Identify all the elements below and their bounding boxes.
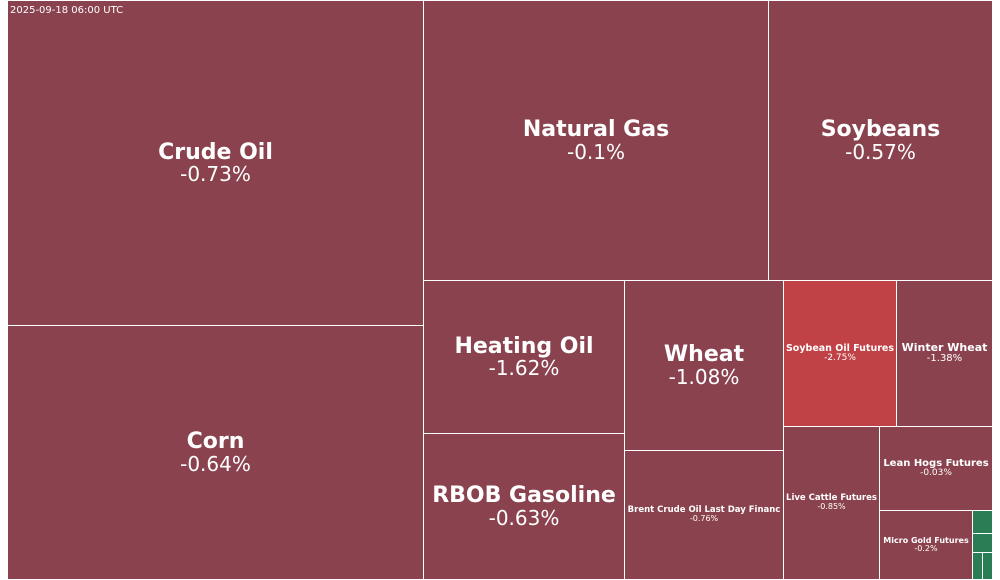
treemap-tile-soybeans[interactable]: Soybeans -0.57% xyxy=(768,0,993,281)
timestamp-label: 2025-09-18 06:00 UTC xyxy=(10,5,124,16)
tile-name: Soybean Oil Futures xyxy=(785,342,895,354)
tile-name: Micro Gold Futures xyxy=(883,535,969,545)
tile-change: -0.76% xyxy=(689,514,719,524)
tile-name: Natural Gas xyxy=(522,117,670,143)
tile-change: -2.75% xyxy=(824,352,856,363)
treemap-tile-brent-crude-oil-last-day-financ[interactable]: Brent Crude Oil Last Day Financ -0.76% xyxy=(624,450,784,580)
tile-name: Crude Oil xyxy=(158,139,273,165)
treemap-tile-live-cattle-futures[interactable]: Live Cattle Futures -0.85% xyxy=(783,426,880,580)
tile-change: -0.57% xyxy=(845,139,916,164)
tile-name: Lean Hogs Futures xyxy=(883,457,989,469)
tile-change: -0.2% xyxy=(914,544,938,553)
tile-name: Brent Crude Oil Last Day Financ xyxy=(627,505,781,516)
tile-name: Winter Wheat xyxy=(901,341,988,355)
treemap-tile-small-14[interactable] xyxy=(972,533,993,553)
tile-change: -1.08% xyxy=(668,364,740,389)
tile-change: -0.03% xyxy=(920,468,952,479)
treemap-tile-wheat[interactable]: Wheat -1.08% xyxy=(624,280,784,451)
tile-change: -0.1% xyxy=(566,139,626,164)
tile-name: Heating Oil xyxy=(454,333,594,359)
treemap-tile-micro-gold-futures[interactable]: Micro Gold Futures -0.2% xyxy=(879,510,973,580)
tile-change: -0.64% xyxy=(180,451,251,476)
treemap-tile-rbob-gasoline[interactable]: RBOB Gasoline -0.63% xyxy=(423,433,625,580)
tile-change: -1.38% xyxy=(926,353,963,365)
treemap-tile-small-13[interactable] xyxy=(972,510,993,534)
treemap-tile-small-16[interactable] xyxy=(982,552,993,580)
treemap-tile-heating-oil[interactable]: Heating Oil -1.62% xyxy=(423,280,625,434)
treemap-tile-lean-hogs-futures[interactable]: Lean Hogs Futures -0.03% xyxy=(879,426,993,511)
tile-name: RBOB Gasoline xyxy=(432,483,616,509)
tile-change: -0.85% xyxy=(817,502,846,512)
tile-name: Wheat xyxy=(663,342,745,368)
tile-name: Corn xyxy=(186,429,245,455)
tile-name: Live Cattle Futures xyxy=(786,493,877,504)
treemap-tile-winter-wheat[interactable]: Winter Wheat -1.38% xyxy=(896,280,993,427)
treemap-tile-soybean-oil-futures[interactable]: Soybean Oil Futures -2.75% xyxy=(783,280,897,427)
tile-name: Soybeans xyxy=(820,117,941,143)
tile-change: -0.73% xyxy=(180,162,251,187)
treemap-tile-crude-oil[interactable]: Crude Oil -0.73% xyxy=(7,0,424,326)
treemap-tile-natural-gas[interactable]: Natural Gas -0.1% xyxy=(423,0,769,281)
tile-change: -1.62% xyxy=(488,356,560,381)
tile-change: -0.63% xyxy=(488,505,560,530)
treemap-tile-corn[interactable]: Corn -0.64% xyxy=(7,325,424,580)
